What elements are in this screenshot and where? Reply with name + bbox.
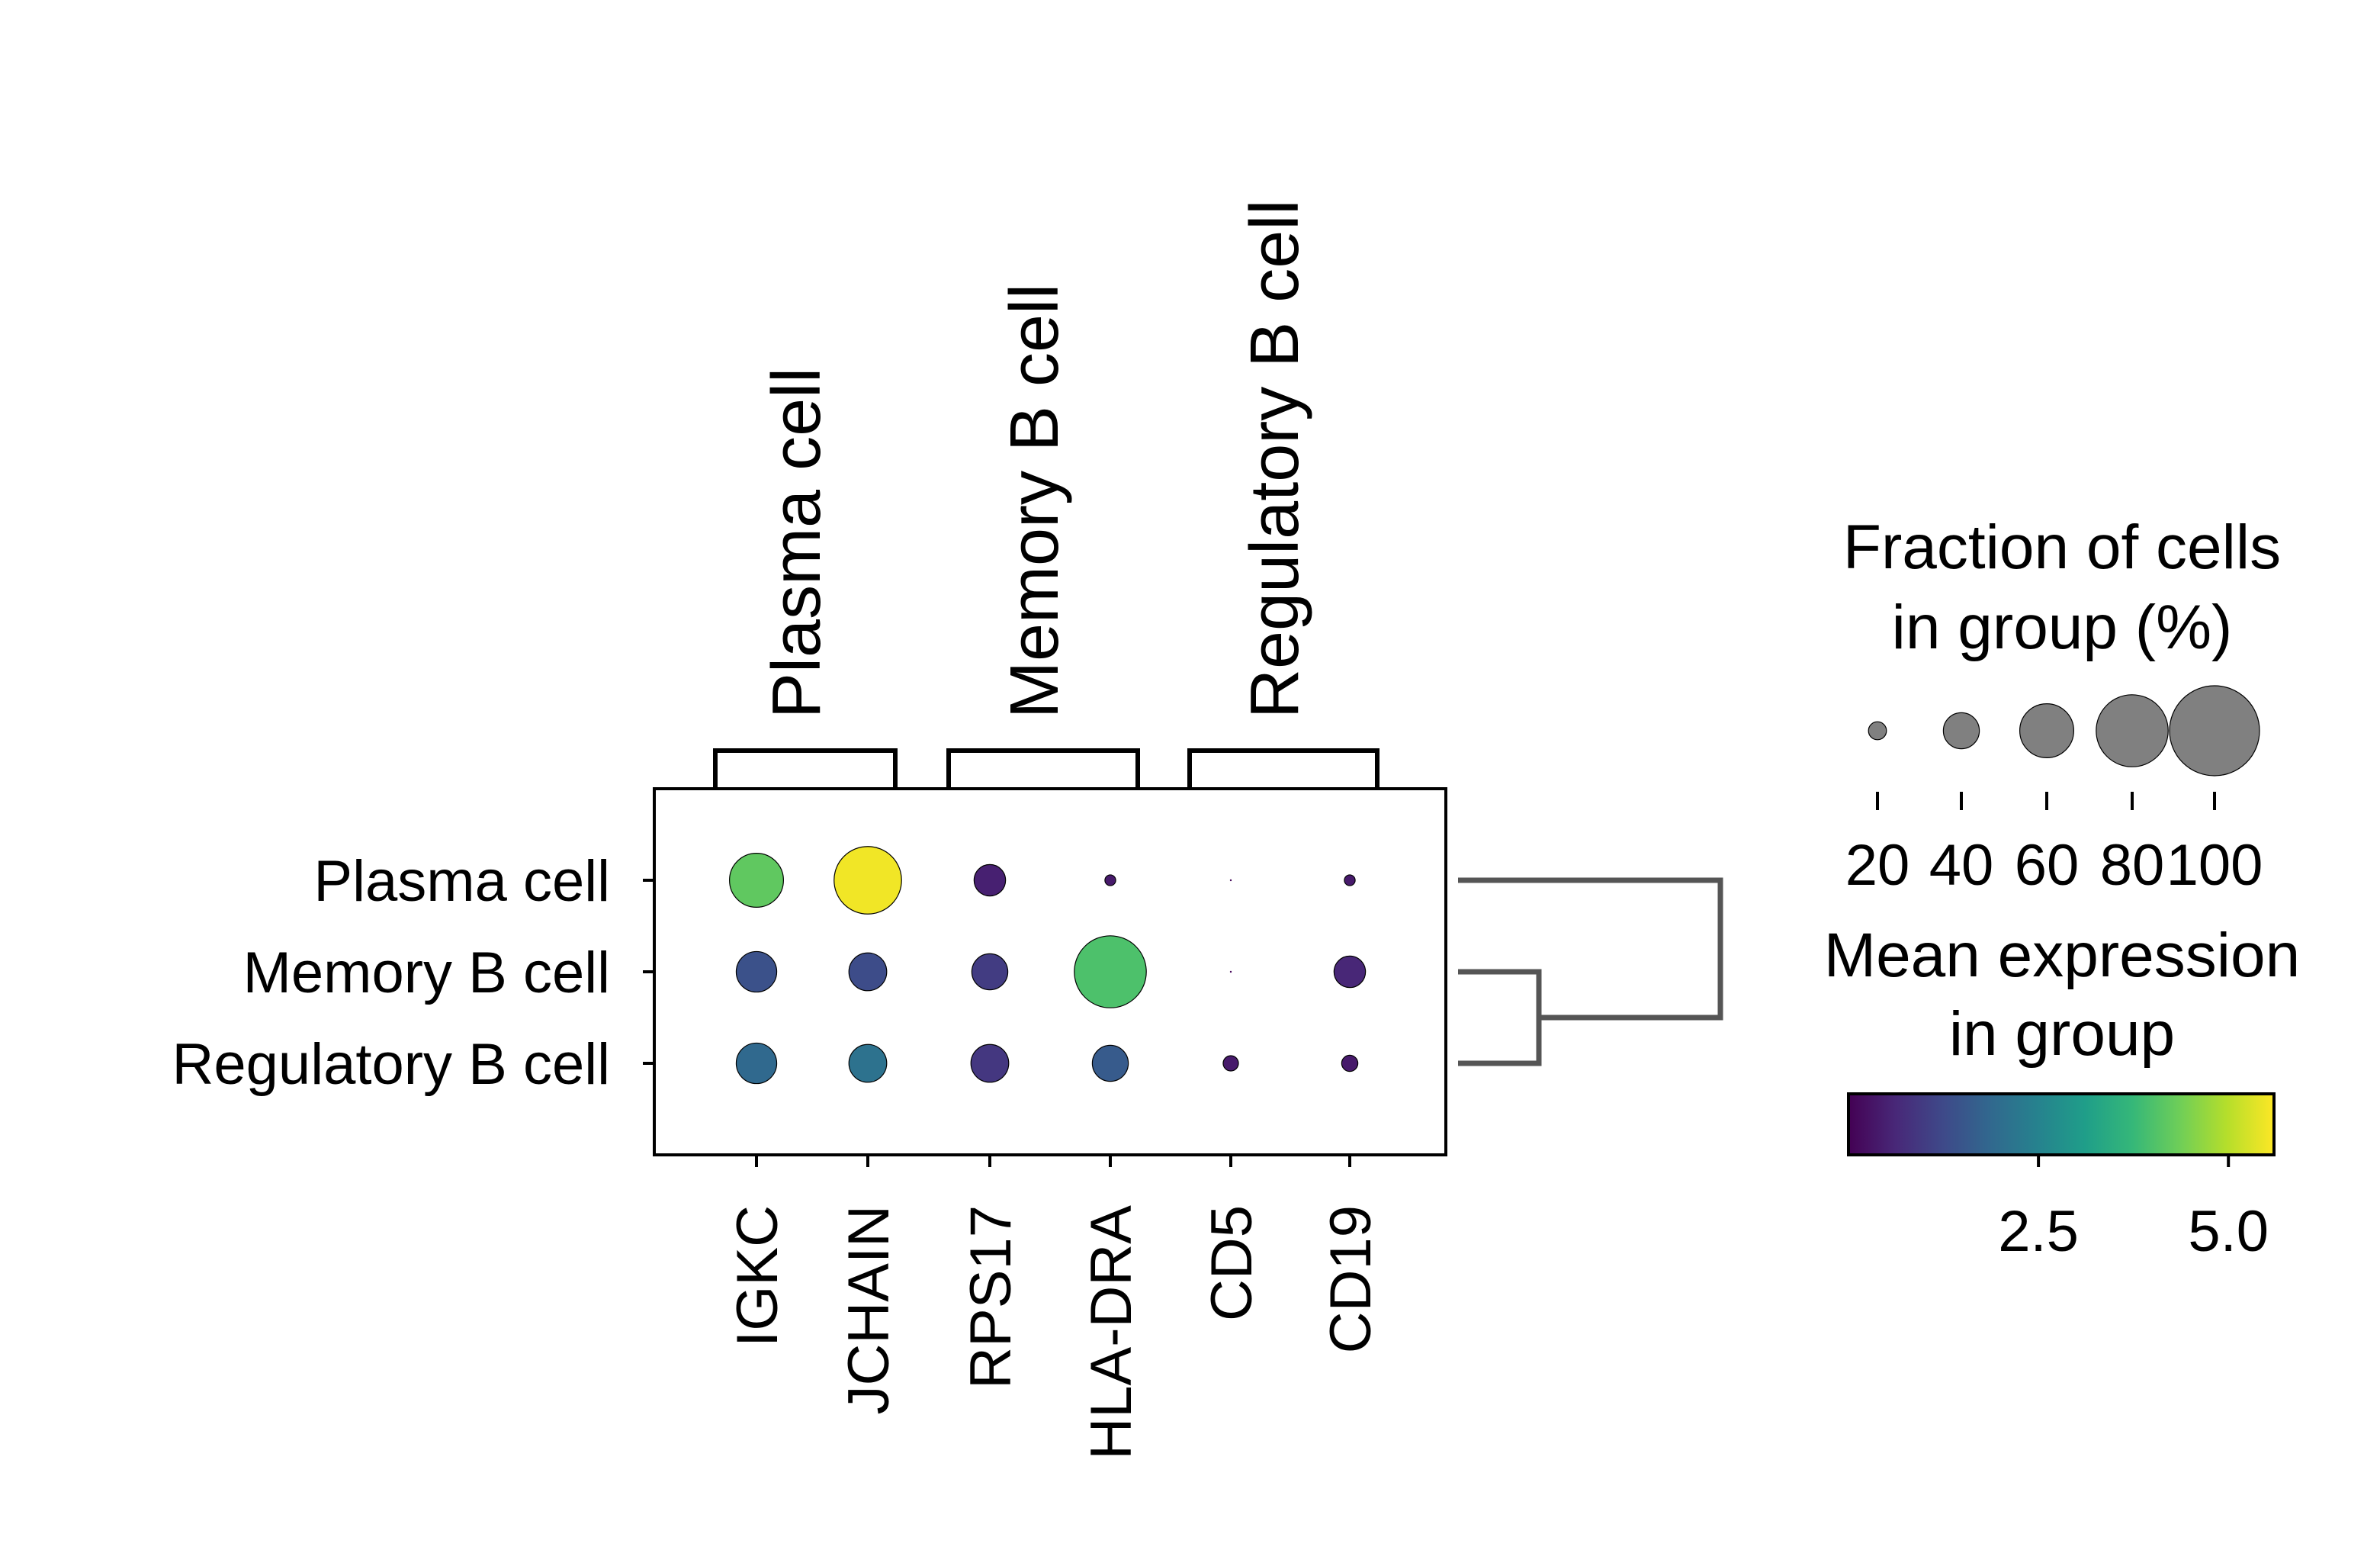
dot-memory-b-cell-cd19 [1333, 955, 1367, 989]
size-legend-title-line1: Fraction of cells [1843, 513, 2281, 582]
dot-plasma-cell-cd5 [1229, 879, 1232, 882]
colorbar [1847, 1092, 2276, 1156]
dot-plasma-cell-rps17 [973, 863, 1007, 897]
colorbar-label-5-0: 5.0 [2188, 1199, 2269, 1264]
size-legend: Fraction of cells in group (%) 20 40 60 80 1… [1843, 513, 2281, 898]
dot-regulatory-b-cell-jchain [848, 1043, 888, 1083]
size-legend-dot-100 [2169, 685, 2260, 777]
group-label-plasma-cell: Plasma cell [759, 368, 835, 719]
y-label-plasma-cell: Plasma cell [313, 849, 610, 914]
bracket-memory-b-cell [946, 748, 1140, 789]
size-legend-dot-80 [2096, 694, 2169, 767]
gene-group-brackets: Plasma cell Memory B cell Regulatory B cel… [713, 200, 1380, 789]
size-legend-dot-60 [2019, 703, 2075, 758]
bracket-regulatory-b-cell [1187, 748, 1380, 789]
dendrogram-branch-outer [1458, 877, 1723, 1021]
colorbar-ticks: 2.5 5.0 [1998, 1155, 2269, 1264]
x-label-cd5: CD5 [1200, 1205, 1264, 1321]
dot-memory-b-cell-igkc [735, 950, 778, 993]
size-legend-label-80: 80 [2100, 833, 2165, 898]
dot-memory-b-cell-hla-dra [1074, 935, 1147, 1008]
color-legend-title-line1: Mean expression [1824, 921, 2300, 990]
dot-plasma-cell-cd19 [1344, 874, 1356, 886]
dot-plasma-cell-jchain [833, 846, 902, 915]
x-label-hla-dra: HLA-DRA [1079, 1205, 1144, 1460]
group-label-memory-b-cell: Memory B cell [997, 284, 1073, 719]
size-legend-label-20: 20 [1845, 833, 1910, 898]
size-legend-label-60: 60 [2015, 833, 2080, 898]
size-legend-marks: 20 40 60 80 100 [1845, 685, 2263, 898]
dot-memory-b-cell-cd5 [1229, 970, 1232, 973]
bracket-plasma-cell [713, 748, 898, 789]
dot-regulatory-b-cell-rps17 [970, 1043, 1010, 1083]
x-label-jchain: JCHAIN [837, 1205, 901, 1414]
size-legend-dot-20 [1868, 721, 1887, 741]
colorbar-label-2-5: 2.5 [1998, 1199, 2079, 1264]
dot-plasma-cell-igkc [728, 852, 784, 908]
dot-regulatory-b-cell-cd19 [1341, 1054, 1359, 1072]
size-legend-title-line2: in group (%) [1892, 593, 2233, 662]
y-label-regulatory-b-cell: Regulatory B cell [172, 1032, 611, 1097]
dendrogram-branch-inner [1458, 969, 1542, 1066]
size-legend-label-100: 100 [2166, 833, 2263, 898]
dot-regulatory-b-cell-cd5 [1222, 1055, 1239, 1072]
dendrogram [1458, 877, 1723, 1066]
color-legend-title-line2: in group [1949, 999, 2175, 1069]
dots-layer [728, 846, 1367, 1085]
dot-memory-b-cell-rps17 [971, 953, 1009, 991]
y-axis-labels: Plasma cell Memory B cell Regulatory B cel… [172, 849, 654, 1097]
dot-regulatory-b-cell-igkc [735, 1042, 778, 1085]
x-label-cd19: CD19 [1318, 1205, 1383, 1353]
size-legend-dot-40 [1942, 712, 1980, 750]
size-legend-label-40: 40 [1929, 833, 1994, 898]
group-label-regulatory-b-cell: Regulatory B cell [1237, 200, 1313, 719]
color-legend: Mean expression in group 2.5 5.0 [1824, 921, 2300, 1264]
dot-plasma-cell-hla-dra [1104, 874, 1116, 886]
dot-regulatory-b-cell-hla-dra [1091, 1044, 1129, 1082]
x-axis-labels: IGKC JCHAIN RPS17 HLA-DRA CD5 CD19 [725, 1155, 1383, 1460]
dot-memory-b-cell-jchain [848, 952, 888, 992]
x-label-igkc: IGKC [725, 1205, 790, 1347]
x-label-rps17: RPS17 [959, 1205, 1023, 1389]
y-label-memory-b-cell: Memory B cell [243, 941, 610, 1005]
